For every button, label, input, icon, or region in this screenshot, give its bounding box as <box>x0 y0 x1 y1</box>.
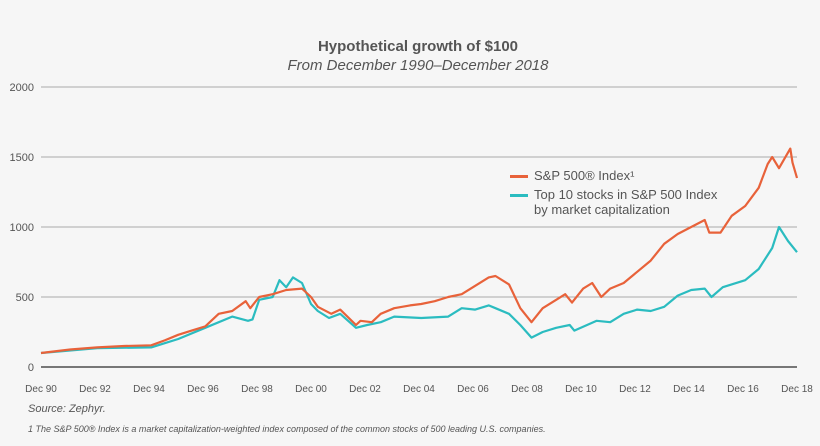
y-tick-label: 1500 <box>10 152 34 164</box>
legend-swatch-top10 <box>510 194 528 197</box>
source-note: Source: Zephyr. <box>28 403 106 415</box>
y-tick-label: 1000 <box>10 222 34 234</box>
y-tick-label: 2000 <box>10 82 34 94</box>
series-line-sp500 <box>40 147 799 355</box>
x-tick-label: Dec 14 <box>673 384 705 395</box>
legend-label-sp500: S&P 500® Index¹ <box>534 168 635 183</box>
x-tick-label: Dec 06 <box>457 384 489 395</box>
x-tick-label: Dec 98 <box>241 384 273 395</box>
y-tick-label: 0 <box>28 362 34 374</box>
chart-subtitle: From December 1990–December 2018 <box>287 57 549 74</box>
footnote: 1 The S&P 500® Index is a market capital… <box>28 424 546 434</box>
legend-item-sp500: S&P 500® Index¹ <box>510 168 717 183</box>
x-tick-label: Dec 02 <box>349 384 381 395</box>
legend-item-top10: Top 10 stocks in S&P 500 Index by market… <box>510 187 717 217</box>
x-tick-label: Dec 08 <box>511 384 543 395</box>
legend-swatch-sp500 <box>510 175 528 178</box>
legend-label-top10-line2: by market capitalization <box>534 202 670 217</box>
x-tick-label: Dec 12 <box>619 384 651 395</box>
legend-label-top10: Top 10 stocks in S&P 500 Index by market… <box>534 187 717 217</box>
x-tick-label: Dec 90 <box>25 384 57 395</box>
x-tick-label: Dec 94 <box>133 384 165 395</box>
y-tick-label: 500 <box>16 292 34 304</box>
series-line-top10 <box>40 225 798 355</box>
x-tick-label: Dec 10 <box>565 384 597 395</box>
x-tick-label: Dec 96 <box>187 384 219 395</box>
x-tick-label: Dec 92 <box>79 384 111 395</box>
legend: S&P 500® Index¹ Top 10 stocks in S&P 500… <box>510 168 717 221</box>
x-tick-label: Dec 16 <box>727 384 759 395</box>
x-tick-label: Dec 04 <box>403 384 435 395</box>
legend-label-top10-line1: Top 10 stocks in S&P 500 Index <box>534 187 718 202</box>
x-tick-label: Dec 00 <box>295 384 327 395</box>
x-tick-label: Dec 18 <box>781 384 813 395</box>
chart-title: Hypothetical growth of $100 <box>317 38 519 55</box>
